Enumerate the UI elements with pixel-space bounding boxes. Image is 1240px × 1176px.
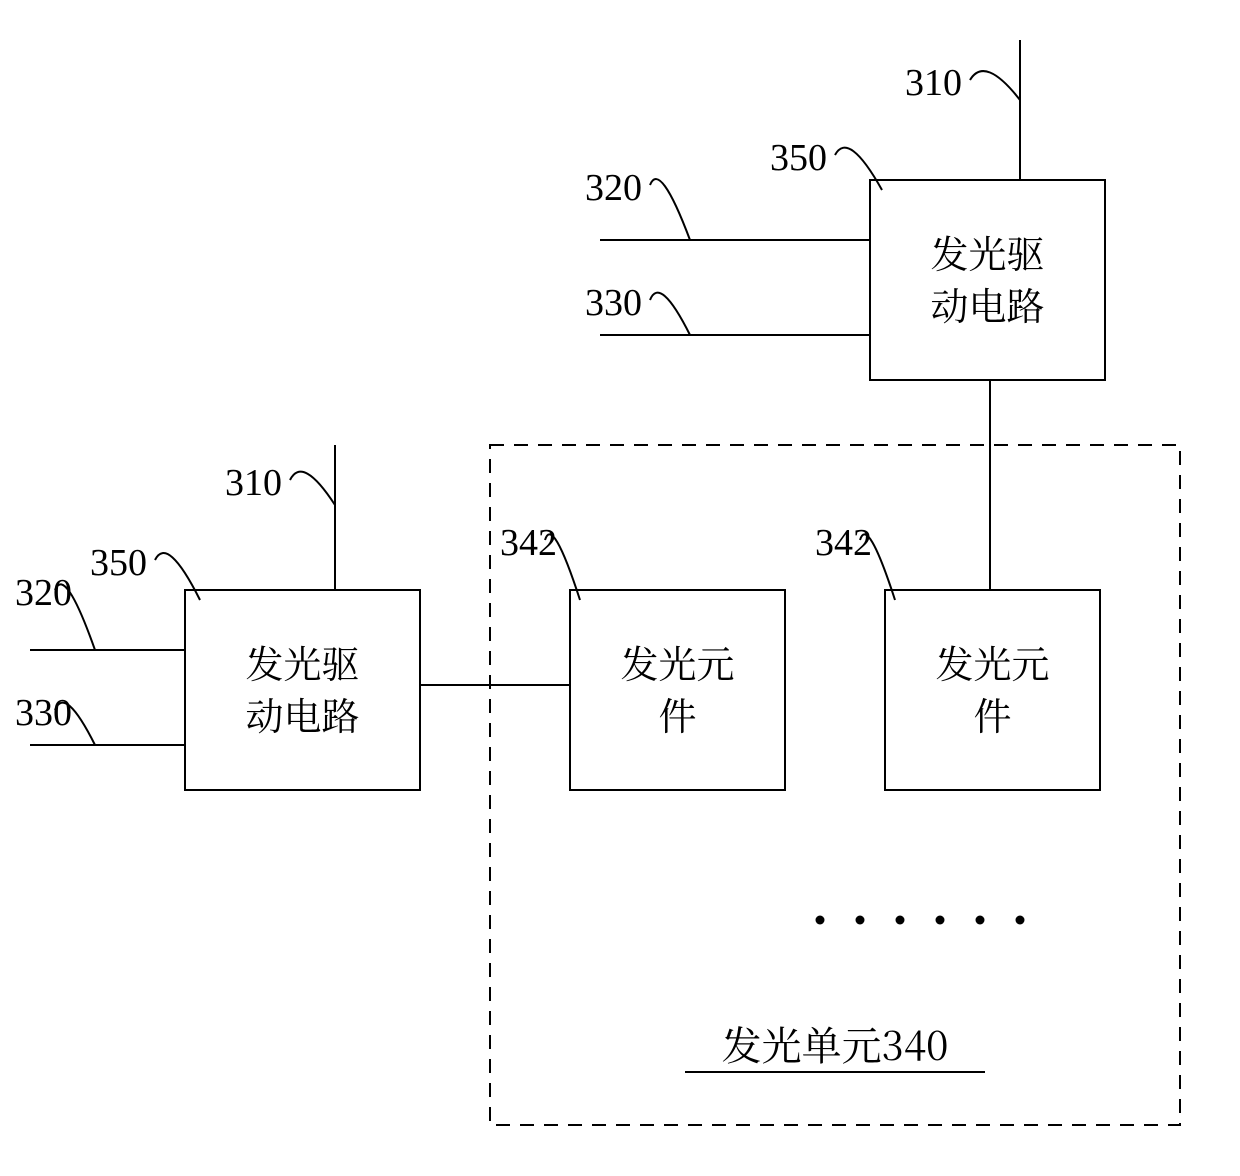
ellipsis-dot <box>896 916 905 925</box>
ref-mid_320: 320 <box>15 572 72 614</box>
ellipsis-dot <box>936 916 945 925</box>
ref-mid_310: 310 <box>225 462 282 504</box>
driver-left-label-line2: 动电路 <box>245 686 359 741</box>
ellipsis-dot <box>976 916 985 925</box>
ref-mid_330: 330 <box>15 692 72 734</box>
driver-top-label-line2: 动电路 <box>930 276 1044 331</box>
element-left-label-line1: 发光元 <box>620 634 734 689</box>
ref-top_320: 320 <box>585 167 642 209</box>
ellipsis-dot <box>816 916 825 925</box>
ref-mid_350: 350 <box>90 542 147 584</box>
ref-elem_342_right: 342 <box>815 522 872 564</box>
driver-top-label-line1: 发光驱 <box>930 224 1044 279</box>
leader-arc <box>650 293 690 335</box>
ref-top_310: 310 <box>905 62 962 104</box>
leader-arc <box>290 472 335 505</box>
unit-caption: 发光单元340 <box>722 1015 949 1072</box>
ref-top_330: 330 <box>585 282 642 324</box>
ref-elem_342_left: 342 <box>500 522 557 564</box>
element-right-label-line1: 发光元 <box>935 634 1049 689</box>
leader-arc <box>970 71 1020 100</box>
ellipsis-dot <box>856 916 865 925</box>
ellipsis-dot <box>1016 916 1025 925</box>
element-left-label-line2: 件 <box>658 686 696 741</box>
ref-top_350: 350 <box>770 137 827 179</box>
driver-left-label-line1: 发光驱 <box>245 634 359 689</box>
leader-arc <box>650 179 690 240</box>
element-right-label-line2: 件 <box>973 686 1011 741</box>
